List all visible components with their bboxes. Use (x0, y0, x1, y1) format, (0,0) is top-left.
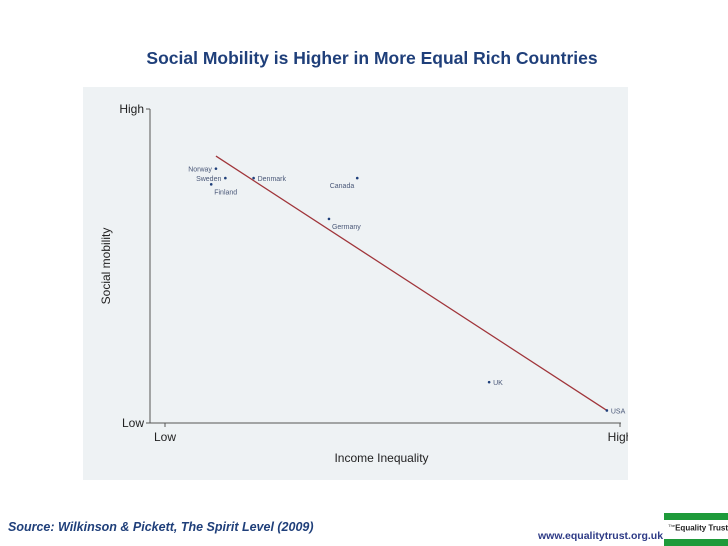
logo-text: TheEquality Trust (664, 523, 728, 533)
logo-top-bar (664, 513, 728, 520)
point-label-germany: Germany (332, 224, 361, 231)
point-label-uk: UK (493, 380, 503, 387)
trend-line (215, 155, 608, 411)
point-label-sweden: Sweden (196, 176, 221, 183)
logo-name: Equality Trust (675, 523, 728, 533)
point-label-norway: Norway (188, 167, 212, 174)
point-label-usa: USA (611, 408, 626, 415)
point-label-denmark: Denmark (258, 176, 287, 183)
x-axis-label: Income Inequality (334, 451, 428, 465)
data-point-usa (605, 409, 609, 412)
data-point-uk (487, 380, 491, 384)
chart-title: Social Mobility is Higher in More Equal … (146, 48, 598, 68)
data-points: Norway Sweden Finland Denmark Canada Germany U… (188, 167, 625, 416)
data-point-finland (209, 183, 213, 186)
chart-panel (83, 87, 628, 480)
equality-trust-logo: TheEquality Trust (664, 513, 728, 546)
point-label-finland: Finland (214, 189, 237, 196)
data-point-denmark (252, 176, 255, 180)
data-point-sweden (224, 176, 227, 180)
axes (149, 109, 621, 424)
logo-prefix: The (668, 523, 676, 528)
x-tick-label: Low (154, 430, 176, 444)
source-citation: Source: Wilkinson & Pickett, The Spirit … (8, 520, 314, 534)
logo-bottom-bar (664, 539, 728, 546)
data-point-germany (327, 217, 331, 221)
x-tick-label: High (608, 430, 628, 444)
scatter-plot: Low High Low High Income Inequality Social … (99, 102, 628, 465)
website-link[interactable]: www.equalitytrust.org.uk (538, 530, 664, 542)
data-point-norway (214, 167, 218, 170)
data-point-canada (355, 176, 359, 180)
point-label-canada: Canada (330, 183, 355, 190)
y-tick-label: Low (122, 416, 144, 430)
ticks: Low High Low High (119, 102, 628, 444)
y-axis-label: Social mobility (99, 228, 113, 305)
y-tick-label: High (119, 102, 144, 116)
